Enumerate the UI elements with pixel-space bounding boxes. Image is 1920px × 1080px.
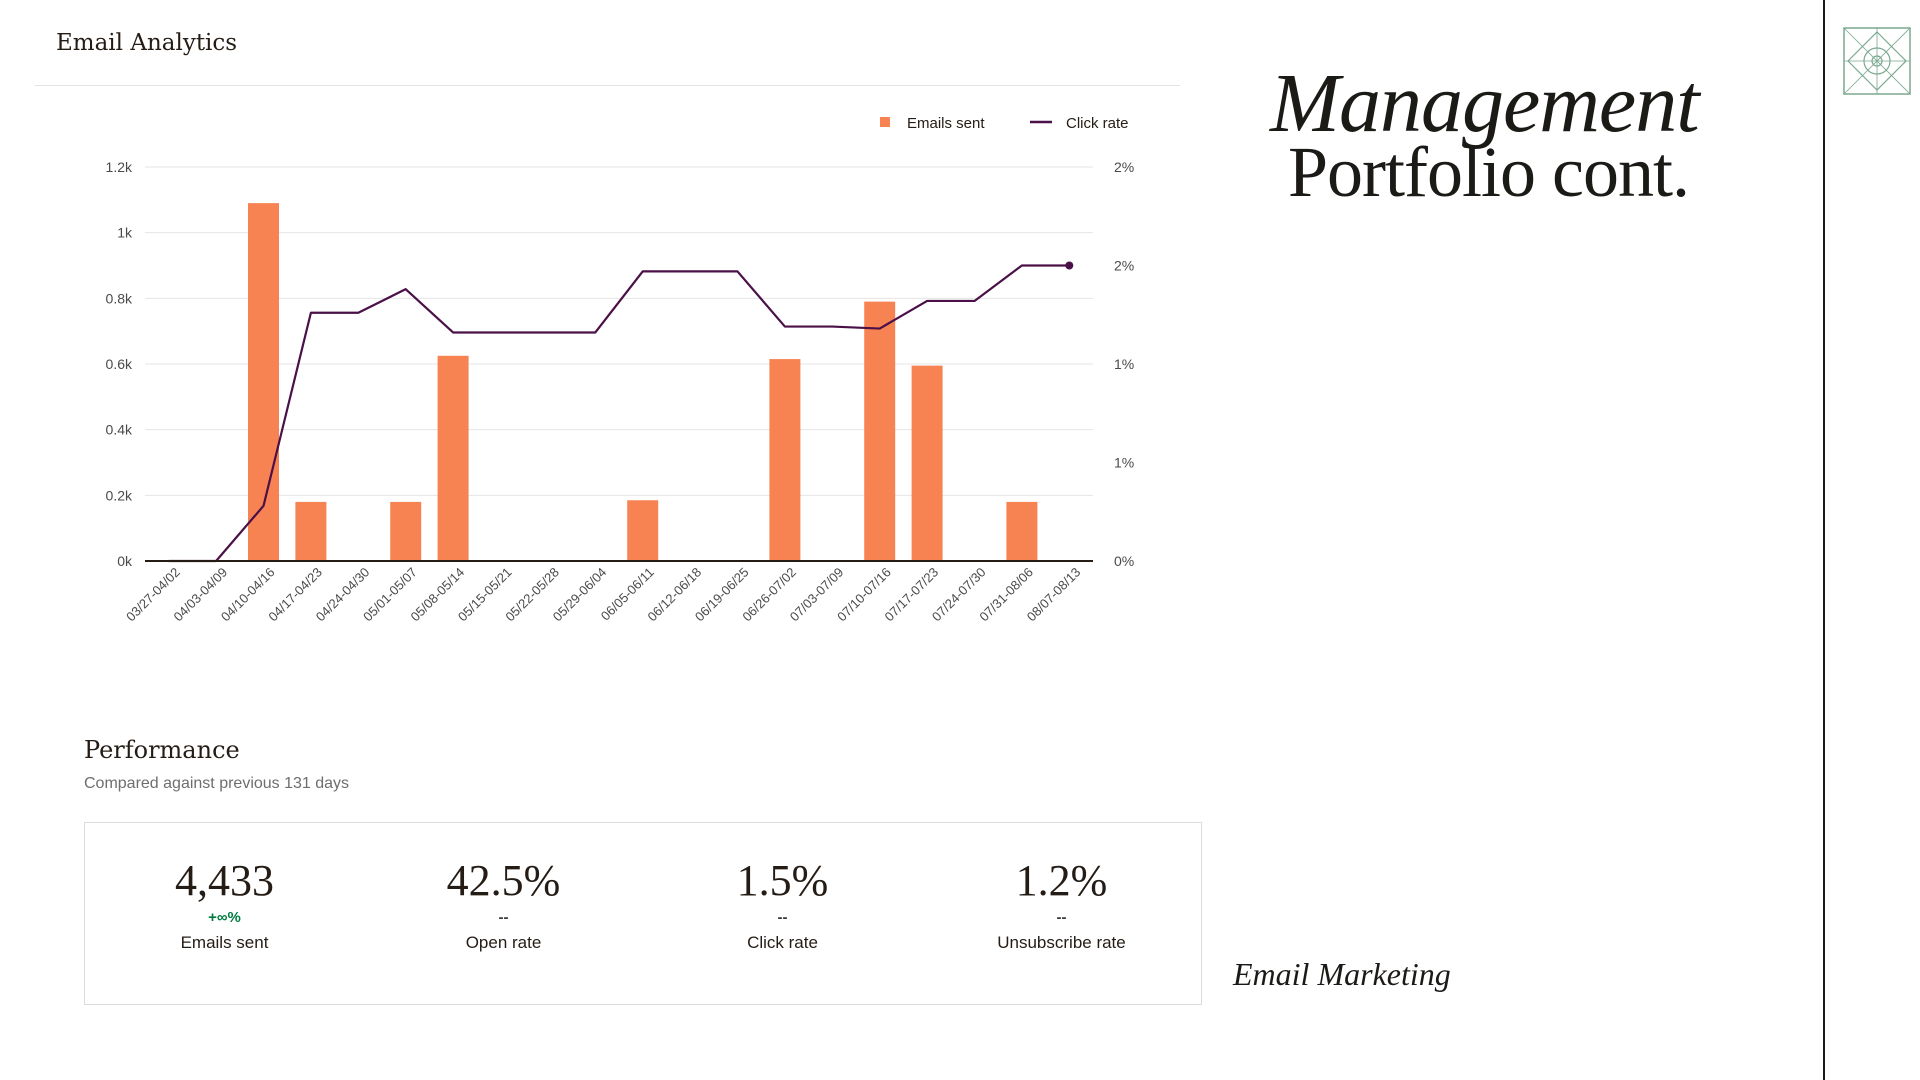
bar (390, 501, 422, 561)
y-left-tick-label: 0.6k (106, 356, 133, 372)
stat-click-rate: 1.5% -- Click rate (643, 823, 922, 1004)
header-divider (35, 85, 1180, 86)
vertical-divider (1823, 0, 1825, 1080)
y-right-tick-label: 2% (1114, 159, 1134, 175)
y-right-tick-label: 0% (1114, 553, 1134, 569)
legend-swatch-emails-sent (880, 117, 890, 127)
performance-stats: 4,433 +∞% Emails sent 42.5% -- Open rate… (84, 822, 1202, 1005)
stat-label: Click rate (747, 933, 818, 952)
slide-title: Management Portfolio cont. (1260, 57, 1760, 212)
footer-label: Email Marketing (1233, 956, 1451, 992)
stat-label: Open rate (465, 933, 542, 952)
legend-label-emails-sent: Emails sent (907, 115, 985, 132)
performance-subtitle: Compared against previous 131 days (84, 775, 350, 792)
stat-change: -- (498, 909, 509, 926)
stat-open-rate: 42.5% -- Open rate (364, 823, 643, 1004)
stat-value: 1.5% (736, 856, 829, 905)
y-left-tick-label: 0k (117, 553, 133, 569)
ornament-logo-icon (1843, 27, 1911, 95)
bar (911, 365, 943, 561)
stat-change: -- (1056, 909, 1067, 926)
bar (627, 500, 659, 561)
stat-value: 42.5% (446, 856, 561, 905)
stat-value: 1.2% (1015, 856, 1108, 905)
email-analytics-chart: 0k0.2k0.4k0.6k0.8k1k1.2k0%1%1%2%2%03/27-… (106, 115, 1135, 624)
bar (864, 301, 896, 561)
y-left-tick-label: 0.8k (106, 290, 133, 306)
page-title: Email Analytics (56, 30, 238, 56)
y-left-tick-label: 0.4k (106, 422, 133, 438)
click-rate-line (168, 264, 1070, 563)
y-left-tick-label: 0.2k (106, 487, 133, 503)
stat-change: -- (777, 909, 788, 926)
y-right-tick-label: 2% (1114, 258, 1134, 274)
stat-unsubscribe-rate: 1.2% -- Unsubscribe rate (922, 823, 1201, 1004)
stat-label: Unsubscribe rate (997, 933, 1126, 952)
legend-label-click-rate: Click rate (1066, 115, 1129, 132)
stat-change: +∞% (208, 909, 241, 926)
y-left-tick-label: 1k (117, 225, 133, 241)
slide-title-line-1: Management (1270, 57, 1700, 150)
y-left-tick-label: 1.2k (106, 159, 133, 175)
bar (295, 501, 327, 561)
bar (437, 355, 469, 561)
slide-title-line-2: Portfolio cont. (1288, 132, 1690, 212)
performance-title: Performance (84, 736, 240, 764)
stat-emails-sent: 4,433 +∞% Emails sent (85, 823, 364, 1004)
bar (1006, 501, 1038, 561)
stat-value: 4,433 (175, 856, 274, 905)
click-rate-endpoint (1065, 261, 1074, 270)
stat-label: Emails sent (180, 933, 269, 952)
y-right-tick-label: 1% (1114, 356, 1134, 372)
bar (769, 359, 801, 561)
y-right-tick-label: 1% (1114, 455, 1134, 471)
